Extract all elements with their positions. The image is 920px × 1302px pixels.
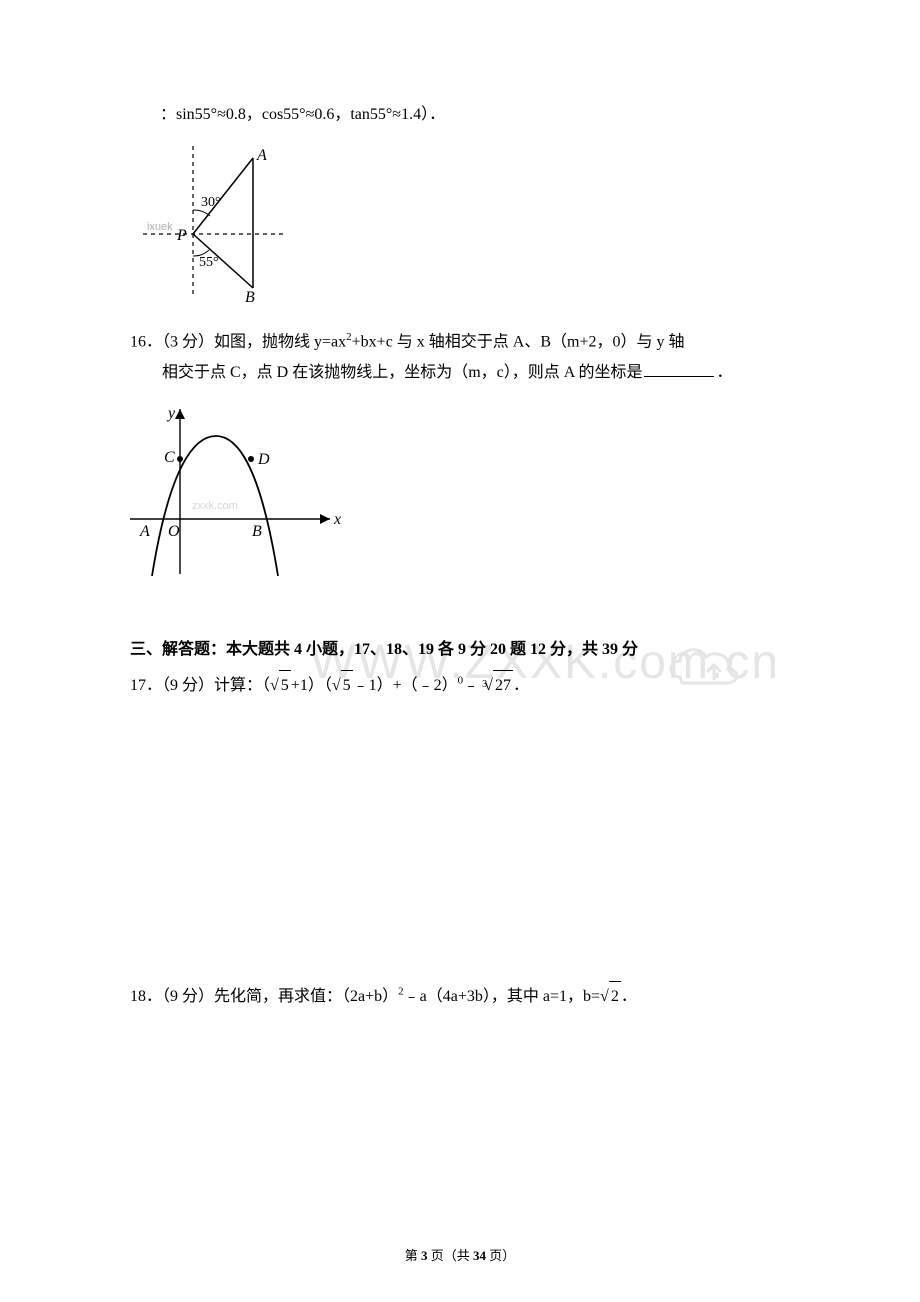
label-B2: B [252, 523, 262, 540]
p17-mid2: ﹣1）+（﹣2） [353, 677, 458, 694]
label-x: x [333, 511, 341, 528]
cube-root-27: 3√27 [479, 670, 513, 701]
p16-period: ． [716, 364, 732, 381]
trig-approx-line: ：sin55°≈0.8，cos55°≈0.6，tan55°≈1.4）． [160, 100, 790, 130]
figure-parabola: C D A O B x y zxxk.com [120, 394, 790, 595]
label-P: P [176, 227, 187, 244]
p17-mid1: +1）（ [291, 677, 332, 694]
figure-triangle-bearing: A B P 30° 55° ixuek [135, 138, 790, 314]
p18-prefix: 18．（9 分）先化简，再求值：（2a+b） [130, 988, 398, 1005]
label-B: B [245, 289, 255, 303]
answer-blank [644, 359, 714, 377]
footer-pre: 第 [405, 1248, 421, 1263]
p17-prefix: 17．（9 分）计算：（ [130, 677, 270, 694]
footer-mid: 页（共 [427, 1248, 473, 1263]
label-O: O [168, 523, 180, 540]
problem-17: 17．（9 分）计算：（√5+1）（√5﹣1）+（﹣2）0﹣3√27． [130, 670, 790, 701]
p16-mid1: +bx+c 与 x 轴相交于点 A、B（m+2，0）与 y 轴 [352, 333, 685, 350]
p16-line2a: 相交于点 C，点 D 在该抛物线上，坐标为（m，c），则点 A 的坐标是 [162, 364, 642, 381]
label-A2: A [139, 523, 150, 540]
page-footer: 第 3 页（共 34 页） [0, 1245, 920, 1264]
label-A: A [256, 147, 267, 164]
p18-mid1: ﹣a（4a+3b），其中 a=1，b= [404, 988, 600, 1005]
problem-18: 18．（9 分）先化简，再求值：（2a+b）2﹣a（4a+3b），其中 a=1，… [130, 981, 790, 1012]
footer-post: 页） [486, 1248, 515, 1263]
label-y: y [166, 405, 176, 422]
section-3-title: 三、解答题：本大题共 4 小题，17、18、19 各 9 分 20 题 12 分… [130, 635, 790, 665]
sqrt-5-b: √5 [332, 670, 353, 701]
sqrt-2: √2 [600, 981, 621, 1012]
label-C: C [164, 449, 175, 466]
label-angle-55: 55° [199, 255, 219, 270]
p17-mid3: ﹣ [463, 677, 479, 694]
sqrt-5-a: √5 [270, 670, 291, 701]
problem-16: 16．（3 分）如图，抛物线 y=ax2+bx+c 与 x 轴相交于点 A、B（… [130, 327, 790, 388]
watermark-small-2: zxxk.com [192, 500, 238, 512]
page-content: ：sin55°≈0.8，cos55°≈0.6，tan55°≈1.4）． A B … [130, 100, 790, 1012]
footer-total: 34 [473, 1248, 486, 1263]
label-angle-30: 30° [201, 195, 221, 210]
watermark-small: ixuek [147, 221, 173, 233]
p17-period: ． [513, 677, 529, 694]
p16-prefix: 16．（3 分）如图，抛物线 y=ax [130, 333, 346, 350]
p18-period: ． [621, 988, 637, 1005]
label-D: D [257, 451, 270, 468]
